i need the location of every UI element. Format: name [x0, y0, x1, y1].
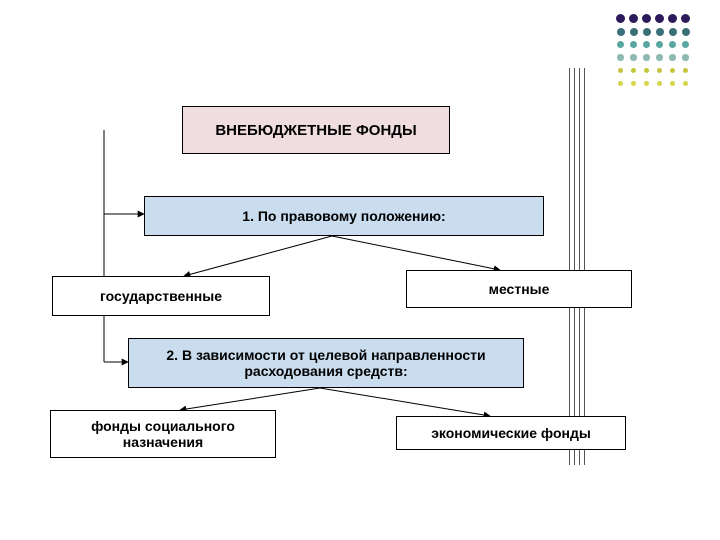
- cat1-text: 1. По правовому положению:: [242, 208, 445, 224]
- box-category1: 1. По правовому положению:: [144, 196, 544, 236]
- box-leaf-2a: фонды социального назначения: [50, 410, 276, 458]
- box-category2: 2. В зависимости от целевой направленнос…: [128, 338, 524, 388]
- leaf1b-text: местные: [489, 281, 550, 297]
- leaf2b-text: экономические фонды: [431, 425, 591, 441]
- box-leaf-1b: местные: [406, 270, 632, 308]
- title-text: ВНЕБЮДЖЕТНЫЕ ФОНДЫ: [215, 122, 416, 139]
- box-title: ВНЕБЮДЖЕТНЫЕ ФОНДЫ: [182, 106, 450, 154]
- leaf2a-text: фонды социального назначения: [59, 418, 267, 450]
- corner-dot-grid: [614, 12, 692, 90]
- cat2-text: 2. В зависимости от целевой направленнос…: [137, 347, 515, 379]
- box-leaf-2b: экономические фонды: [396, 416, 626, 450]
- box-leaf-1a: государственные: [52, 276, 270, 316]
- leaf1a-text: государственные: [100, 288, 222, 304]
